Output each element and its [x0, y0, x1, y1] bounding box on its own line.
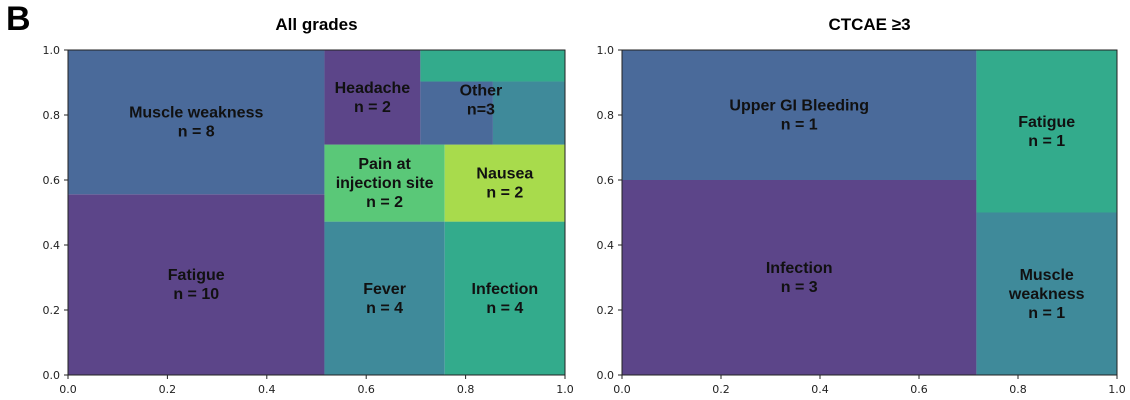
all-grades-treemap: All grades Fatigue n = 10 Muscle weakness n … [43, 15, 574, 396]
cell-label: Fever [363, 281, 406, 298]
cell-label: n = 1 [781, 117, 818, 134]
x-tick-label: 0.8 [1009, 383, 1027, 396]
x-tick-label: 0.6 [910, 383, 928, 396]
treemap-cell-pain-at-injection-site [324, 144, 445, 222]
x-tick-label: 0.0 [613, 383, 631, 396]
cell-label: n = 4 [486, 300, 523, 317]
treemap-cell-infection [444, 221, 565, 375]
cell-label: n = 4 [366, 300, 403, 317]
x-tick-label: 0.6 [357, 383, 375, 396]
treemap-cell-headache [324, 50, 421, 145]
chart-title: CTCAE ≥3 [828, 15, 910, 34]
y-tick-label: 0.2 [597, 304, 615, 317]
y-tick-label: 0.4 [43, 239, 61, 252]
treemap-cell-other-3 [492, 81, 565, 145]
y-tick-label: 0.2 [43, 304, 61, 317]
cell-label: n = 1 [1028, 133, 1065, 150]
y-tick-label: 1.0 [43, 44, 61, 57]
y-tick-label: 0.8 [597, 109, 615, 122]
cell-label: Infection [472, 281, 539, 298]
x-tick-label: 0.8 [457, 383, 475, 396]
x-tick-label: 1.0 [556, 383, 574, 396]
cell-label: Headache [335, 80, 411, 97]
cell-label: n = 8 [178, 124, 215, 141]
cell-label: Fatigue [1018, 114, 1075, 131]
treemap-cell-muscle-weakness [976, 212, 1117, 375]
treemap-cell-infection [622, 180, 977, 375]
cell-label: n = 10 [173, 286, 219, 303]
axes-frame [621, 49, 1118, 376]
cell-label: n = 1 [1028, 305, 1065, 322]
panel-label: B [6, 0, 31, 38]
cell-label: Nausea [476, 166, 533, 183]
y-tick-label: 0.4 [597, 239, 615, 252]
cell-label: n = 2 [366, 194, 403, 211]
x-tick-label: 0.2 [712, 383, 730, 396]
x-tick-label: 0.4 [811, 383, 829, 396]
cell-label: Fatigue [168, 267, 225, 284]
treemap-cell-fatigue [68, 194, 325, 375]
axes-frame [67, 49, 566, 376]
treemap-cell-other-2 [420, 81, 493, 145]
x-tick-label: 0.0 [59, 383, 77, 396]
cell-label: Muscle weakness [129, 105, 263, 122]
cell-label: n = 2 [486, 185, 523, 202]
cell-label: n = 3 [781, 279, 818, 296]
x-tick-label: 0.4 [258, 383, 276, 396]
cell-label: Other [460, 83, 503, 100]
treemap-cell-nausea [444, 144, 565, 222]
treemap-cell-fatigue [976, 50, 1117, 213]
cell-label: weakness [1008, 286, 1085, 303]
y-tick-label: 0.6 [43, 174, 61, 187]
y-tick-label: 1.0 [597, 44, 615, 57]
x-tick-label: 0.2 [159, 383, 177, 396]
treemap-cell-upper-gi-bleeding [622, 50, 977, 180]
ctcae-grade3-treemap: CTCAE ≥3 Infection n = 3 Upper GI Bleeding n… [597, 15, 1126, 396]
y-tick-label: 0.8 [43, 109, 61, 122]
treemap-cell-other-1 [420, 50, 565, 82]
treemap-cell-muscle-weakness [68, 50, 325, 195]
chart-title: All grades [275, 15, 357, 34]
y-tick-label: 0.0 [43, 369, 61, 382]
y-tick-label: 0.6 [597, 174, 615, 187]
cell-label: n = 2 [354, 99, 391, 116]
treemap-cell-fever [324, 221, 445, 375]
cell-label: n=3 [467, 102, 495, 119]
cell-label: Pain at [358, 156, 411, 173]
y-tick-label: 0.0 [597, 369, 615, 382]
cell-label: Infection [766, 260, 833, 277]
x-tick-label: 1.0 [1108, 383, 1126, 396]
cell-label: injection site [336, 175, 434, 192]
cell-label: Muscle [1020, 267, 1074, 284]
cell-label: Upper GI Bleeding [729, 98, 869, 115]
